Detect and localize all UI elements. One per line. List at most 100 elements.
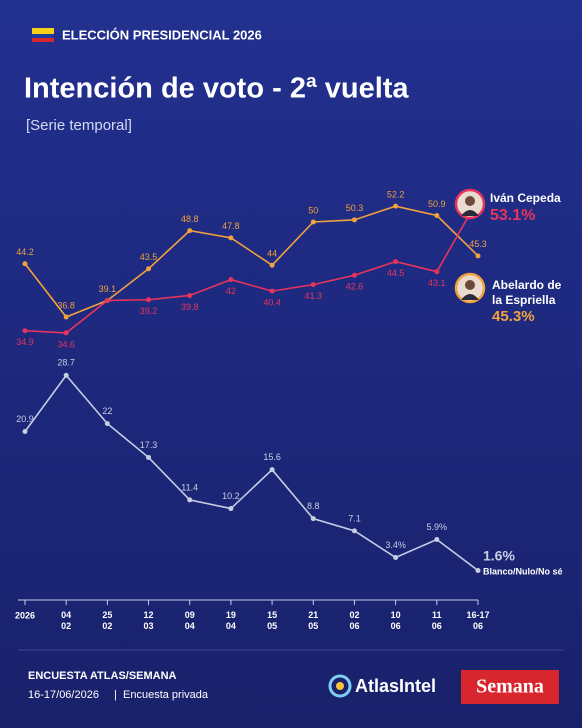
value-label: 34.6 bbox=[57, 339, 75, 349]
data-point bbox=[269, 467, 275, 473]
value-label: 20.9 bbox=[16, 414, 34, 424]
kicker: ELECCIÓN PRESIDENCIAL 2026 bbox=[62, 27, 262, 42]
data-point bbox=[22, 429, 28, 435]
value-label: 36.8 bbox=[57, 300, 75, 310]
data-point bbox=[104, 421, 110, 427]
value-label: 50 bbox=[308, 205, 318, 215]
data-point bbox=[228, 235, 234, 241]
data-point bbox=[63, 314, 69, 320]
value-label: 41.3 bbox=[305, 291, 323, 301]
data-point bbox=[434, 537, 440, 543]
note: Encuesta privada bbox=[123, 689, 209, 701]
value-label: 39.8 bbox=[181, 302, 199, 312]
data-point bbox=[146, 266, 152, 272]
value-label: 8.8 bbox=[307, 501, 320, 511]
value-label: 5.9% bbox=[427, 522, 448, 532]
value-label: 10.2 bbox=[222, 491, 240, 501]
flag bbox=[32, 28, 54, 42]
x-tick-label: 25 02 bbox=[102, 610, 112, 631]
value-label: 43.5 bbox=[140, 252, 158, 262]
value-label: 45.3 bbox=[469, 239, 487, 249]
value-label: 7.1 bbox=[348, 513, 361, 523]
data-point bbox=[351, 272, 357, 278]
data-point bbox=[187, 292, 193, 298]
data-point bbox=[269, 262, 275, 268]
avatar-body bbox=[461, 294, 479, 300]
data-point bbox=[187, 228, 193, 234]
avatar-body bbox=[461, 210, 479, 216]
atlas-logo-icon bbox=[328, 674, 352, 698]
value-label: 3.4% bbox=[385, 540, 406, 550]
avatar-head bbox=[465, 280, 475, 290]
data-point bbox=[475, 253, 481, 259]
data-point bbox=[393, 203, 399, 209]
data-point bbox=[146, 297, 152, 303]
x-tick-label: 19 04 bbox=[226, 610, 236, 631]
value-label: 47.8 bbox=[222, 221, 240, 231]
data-point bbox=[475, 567, 481, 573]
legend-value: 53.1% bbox=[490, 207, 535, 224]
data-point bbox=[63, 330, 69, 336]
x-tick-label: 10 06 bbox=[391, 610, 401, 631]
series-line bbox=[24, 199, 479, 334]
data-point bbox=[393, 259, 399, 265]
legend-value: 45.3% bbox=[492, 308, 535, 325]
value-label: 39.2 bbox=[140, 306, 158, 316]
semana-logo: Semana bbox=[476, 676, 544, 698]
value-label: 42 bbox=[226, 286, 236, 296]
data-point bbox=[146, 454, 152, 460]
data-point bbox=[228, 506, 234, 512]
date: 16-17/06/2026 bbox=[28, 689, 99, 701]
atlas-logo: AtlasIntel bbox=[355, 676, 436, 696]
value-label: 39.1 bbox=[99, 284, 117, 294]
value-label: 22 bbox=[102, 406, 112, 416]
data-point bbox=[22, 328, 28, 334]
x-tick-label: 21 05 bbox=[308, 610, 318, 631]
legend-name: Iván Cepeda bbox=[490, 191, 561, 205]
value-label: 50.3 bbox=[346, 203, 364, 213]
legend-value: 1.6% bbox=[483, 548, 515, 564]
data-point bbox=[434, 269, 440, 275]
x-tick-label: 16-17 06 bbox=[466, 610, 489, 631]
value-label: 15.6 bbox=[263, 452, 281, 462]
legend-name: Abelardo de la Espriella bbox=[492, 278, 562, 307]
x-tick-label: 12 03 bbox=[144, 610, 154, 631]
data-point bbox=[393, 555, 399, 561]
value-label: 42.6 bbox=[346, 282, 364, 292]
value-label: 17.3 bbox=[140, 440, 158, 450]
x-tick-label: 11 06 bbox=[432, 610, 442, 631]
series-line bbox=[24, 374, 479, 572]
data-point bbox=[351, 217, 357, 223]
value-label: 28.7 bbox=[57, 358, 75, 368]
source: ENCUESTA ATLAS/SEMANA bbox=[28, 670, 177, 682]
x-tick-label: 02 06 bbox=[349, 610, 359, 631]
value-label: 34.9 bbox=[16, 337, 34, 347]
series-line bbox=[24, 205, 479, 319]
data-point bbox=[434, 213, 440, 219]
x-tick-label: 15 05 bbox=[267, 610, 277, 631]
data-point bbox=[310, 219, 316, 225]
data-point bbox=[351, 528, 357, 534]
data-point bbox=[104, 297, 110, 303]
data-point bbox=[22, 261, 28, 267]
chart-title: Intención de voto - 2ª vuelta bbox=[24, 73, 409, 105]
data-point bbox=[269, 288, 275, 294]
x-tick-label: 09 04 bbox=[185, 610, 195, 631]
data-point bbox=[228, 277, 234, 283]
value-label: 48.8 bbox=[181, 214, 199, 224]
value-label: 44 bbox=[267, 249, 277, 259]
data-point bbox=[187, 497, 193, 503]
avatar-head bbox=[465, 196, 475, 206]
semana-box bbox=[461, 670, 559, 704]
data-point bbox=[63, 372, 69, 378]
legend-name: Blanco/Nulo/No sé bbox=[483, 566, 563, 576]
x-tick-label: 2026 bbox=[15, 610, 35, 620]
value-label: 44.5 bbox=[387, 268, 405, 278]
value-label: 50.9 bbox=[428, 199, 446, 209]
value-label: 43.1 bbox=[428, 278, 446, 288]
x-tick-label: 04 02 bbox=[61, 610, 71, 631]
data-point bbox=[310, 516, 316, 522]
value-label: 44.2 bbox=[16, 247, 34, 257]
